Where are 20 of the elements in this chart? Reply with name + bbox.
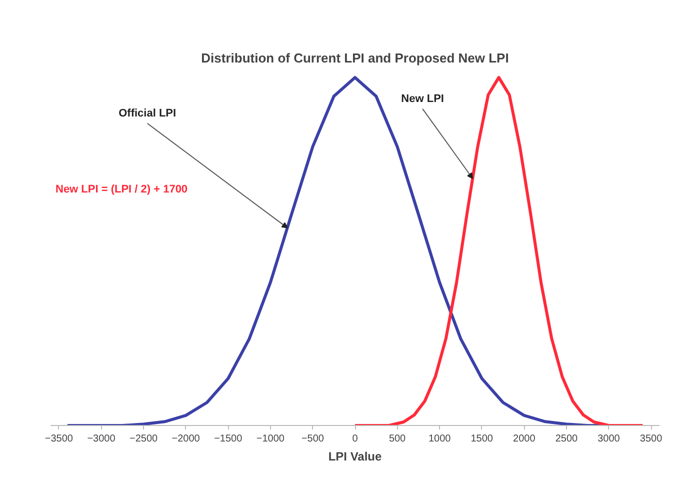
x-axis-title: LPI Value <box>328 450 382 464</box>
x-tick-label: −2500 <box>130 434 158 444</box>
x-tick-label: −500 <box>301 434 324 444</box>
x-tick-label: 2000 <box>513 434 536 444</box>
x-tick-label: 3500 <box>640 434 663 444</box>
x-tick-label: −3000 <box>87 434 116 444</box>
x-tick-label: 1500 <box>470 434 494 444</box>
x-tick-label: −3500 <box>44 434 74 444</box>
x-tick-label: −1000 <box>256 434 285 444</box>
chart-title: Distribution of Current LPI and Proposed New LPI <box>201 50 509 66</box>
annotation: New LPI = (LPI / 2) + 1700 <box>56 184 188 196</box>
annotation: Official LPI <box>118 107 176 120</box>
x-tick-label: −1500 <box>214 434 243 444</box>
x-tick-label: −2000 <box>172 434 200 444</box>
annotation: New LPI <box>401 92 444 105</box>
x-tick-label: 0 <box>352 434 358 444</box>
x-tick-label: 2500 <box>555 434 578 444</box>
x-tick-label: 1000 <box>428 434 452 444</box>
x-tick-label: 3000 <box>598 434 620 444</box>
x-tick-label: 500 <box>388 434 406 444</box>
